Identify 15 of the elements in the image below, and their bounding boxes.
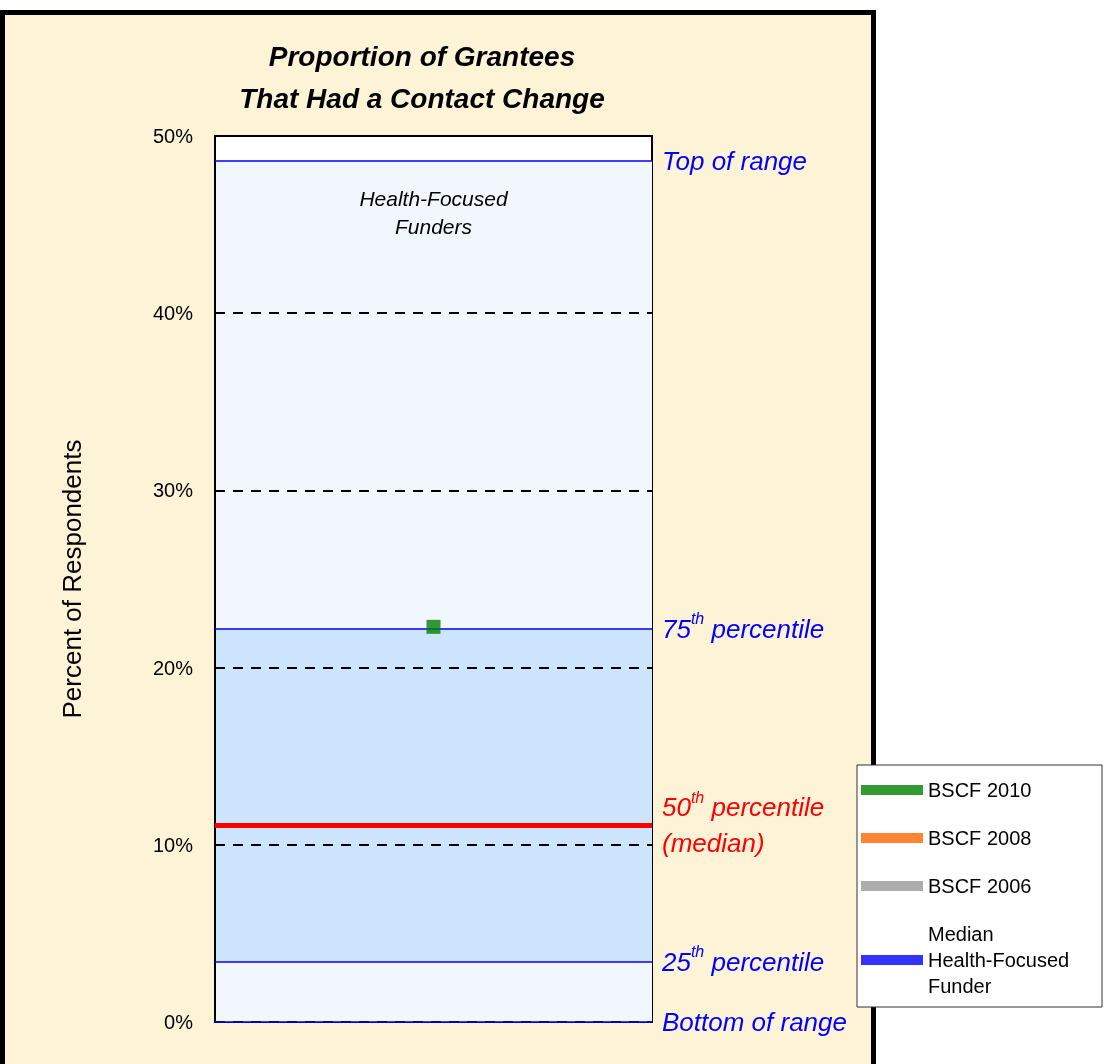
y-tick-label: 0% (164, 1011, 194, 1033)
band-label: Health-Focused Funders (359, 187, 509, 239)
ref-line-label: Bottom of range (662, 1007, 847, 1037)
legend-label: BSCF 2008 (928, 827, 1032, 849)
legend-label: Median Health-Focused Funder (928, 923, 1075, 997)
y-tick-label: 40% (152, 302, 194, 325)
ref-line-label: Top of range (662, 145, 808, 176)
chart-title: Proportion of Grantees That Had a Contact Change (239, 40, 605, 114)
y-tick-label: 10% (152, 833, 194, 856)
y-tick-label: 50% (152, 125, 194, 147)
y-tick-label: 30% (152, 479, 194, 502)
legend-label: BSCF 2006 (928, 875, 1032, 897)
y-axis-title: Percent of Respondents (57, 439, 87, 719)
y-tick-label: 20% (152, 656, 194, 679)
legend-label: BSCF 2010 (928, 779, 1032, 801)
